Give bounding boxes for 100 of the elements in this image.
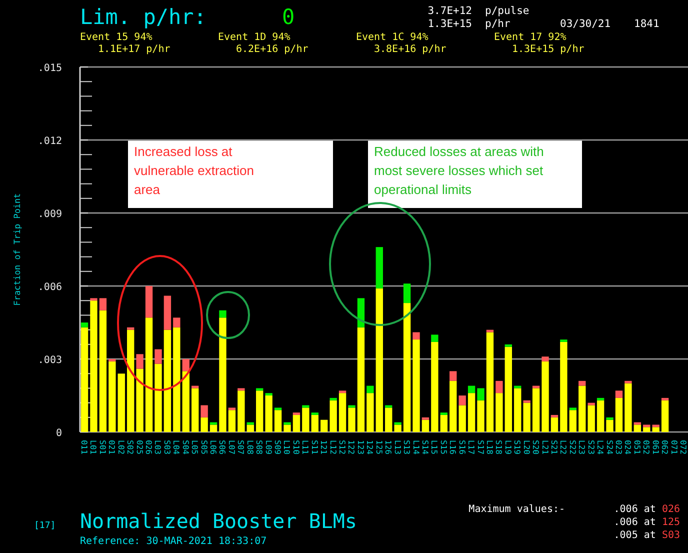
bar [154,349,162,364]
bar [338,390,346,394]
bar [523,400,530,403]
x-tick-label: 071 [669,440,678,455]
bar [624,383,632,432]
bar [606,417,614,420]
x-tick-label: S14 [420,440,430,455]
text: 3.8E+16 p/hr [374,44,446,55]
bar [542,361,549,432]
text: 1.1E+17 p/hr [98,44,170,55]
bar [606,420,614,432]
x-tick-label: L03 [153,440,162,455]
bar [108,361,116,432]
bar [403,303,411,432]
bar [80,327,88,432]
bar [99,310,107,432]
bar [302,408,310,432]
bar [569,408,576,410]
bar [532,388,540,432]
bar [661,398,669,400]
x-tick-label: L18 [484,440,494,455]
bar [550,417,558,432]
bar [90,298,98,301]
x-tick-label: S01 [98,440,107,455]
bar [292,414,300,432]
bar [145,318,153,432]
bar [523,402,530,432]
bar [173,318,180,328]
text: 1841 [634,18,660,30]
x-tick-label: L15 [430,440,439,455]
y-tick-label: .003 [38,355,62,366]
bar [90,300,98,432]
x-tick-label: 024 [623,440,632,455]
text: Normalized Booster BLMs [80,509,357,533]
bar [440,414,448,432]
bar [550,414,558,418]
x-tick-label: L20 [522,440,531,455]
annotation: Increased loss at vulnerable extraction area [134,144,254,197]
text: Reference: 30-MAR-2021 18:33:07 [80,536,267,547]
text: 6.2E+16 p/hr [236,44,308,55]
text: Event 1C 94% [356,32,428,43]
bar [504,346,512,432]
bar [284,424,291,432]
x-tick-label: L21 [540,440,550,455]
x-tick-label: S04 [180,440,190,455]
x-tick-label: 061 [650,440,660,455]
bar [412,332,420,340]
x-tick-label: 026 [144,440,154,455]
x-tick-label: S13 [402,440,412,455]
x-tick-label: S09 [273,440,282,455]
x-tick-label: S16 [457,440,466,455]
bar [385,405,392,408]
x-tick-label: 121 [319,440,328,455]
x-tick-label: L19 [503,440,512,455]
bar [311,414,318,432]
bar [376,247,383,288]
x-tick-label: S03 [162,440,172,455]
bar [422,417,430,420]
text: [17] [34,521,56,531]
bar [366,386,374,394]
x-tick-label: L11 [300,440,310,455]
bar [200,405,208,418]
bar [164,296,172,330]
x-tick-label: L24 [596,440,605,455]
bar [320,420,328,432]
bar [431,334,438,342]
bar [126,330,134,432]
x-tick-label: L14 [411,440,420,455]
bar [265,396,272,432]
bar [219,318,226,432]
text: 03/30/21 [560,18,611,30]
x-tick-label: S08 [254,440,264,455]
bar [348,405,356,408]
text: p/hr [485,18,510,30]
bar [412,340,420,432]
y-tick-label: .006 [38,282,62,293]
bar [376,288,383,432]
x-tick-label: L13 [392,440,402,455]
text: Event 17 92% [494,32,566,43]
x-tick-label: 051 [632,440,642,455]
x-tick-label: 062 [660,440,670,455]
x-tick-label: S15 [438,440,448,455]
x-tick-label: L23 [577,440,586,455]
x-tick-label: 052 [642,440,651,455]
bar [330,398,337,400]
x-tick-label: L22 [558,440,568,455]
bar [256,390,264,432]
x-tick-label: S17 [476,440,485,455]
bar [652,427,660,432]
x-tick-label: S12 [338,440,347,455]
bar [643,424,650,428]
x-tick-label: 072 [678,440,688,455]
y-tick-label: .009 [38,209,62,220]
x-tick-label: S10 [291,440,300,455]
bar [596,400,604,432]
bar [403,284,411,304]
x-tick-label: L04 [172,440,181,455]
bar [192,388,199,432]
bar [542,356,549,362]
bar [238,390,245,432]
